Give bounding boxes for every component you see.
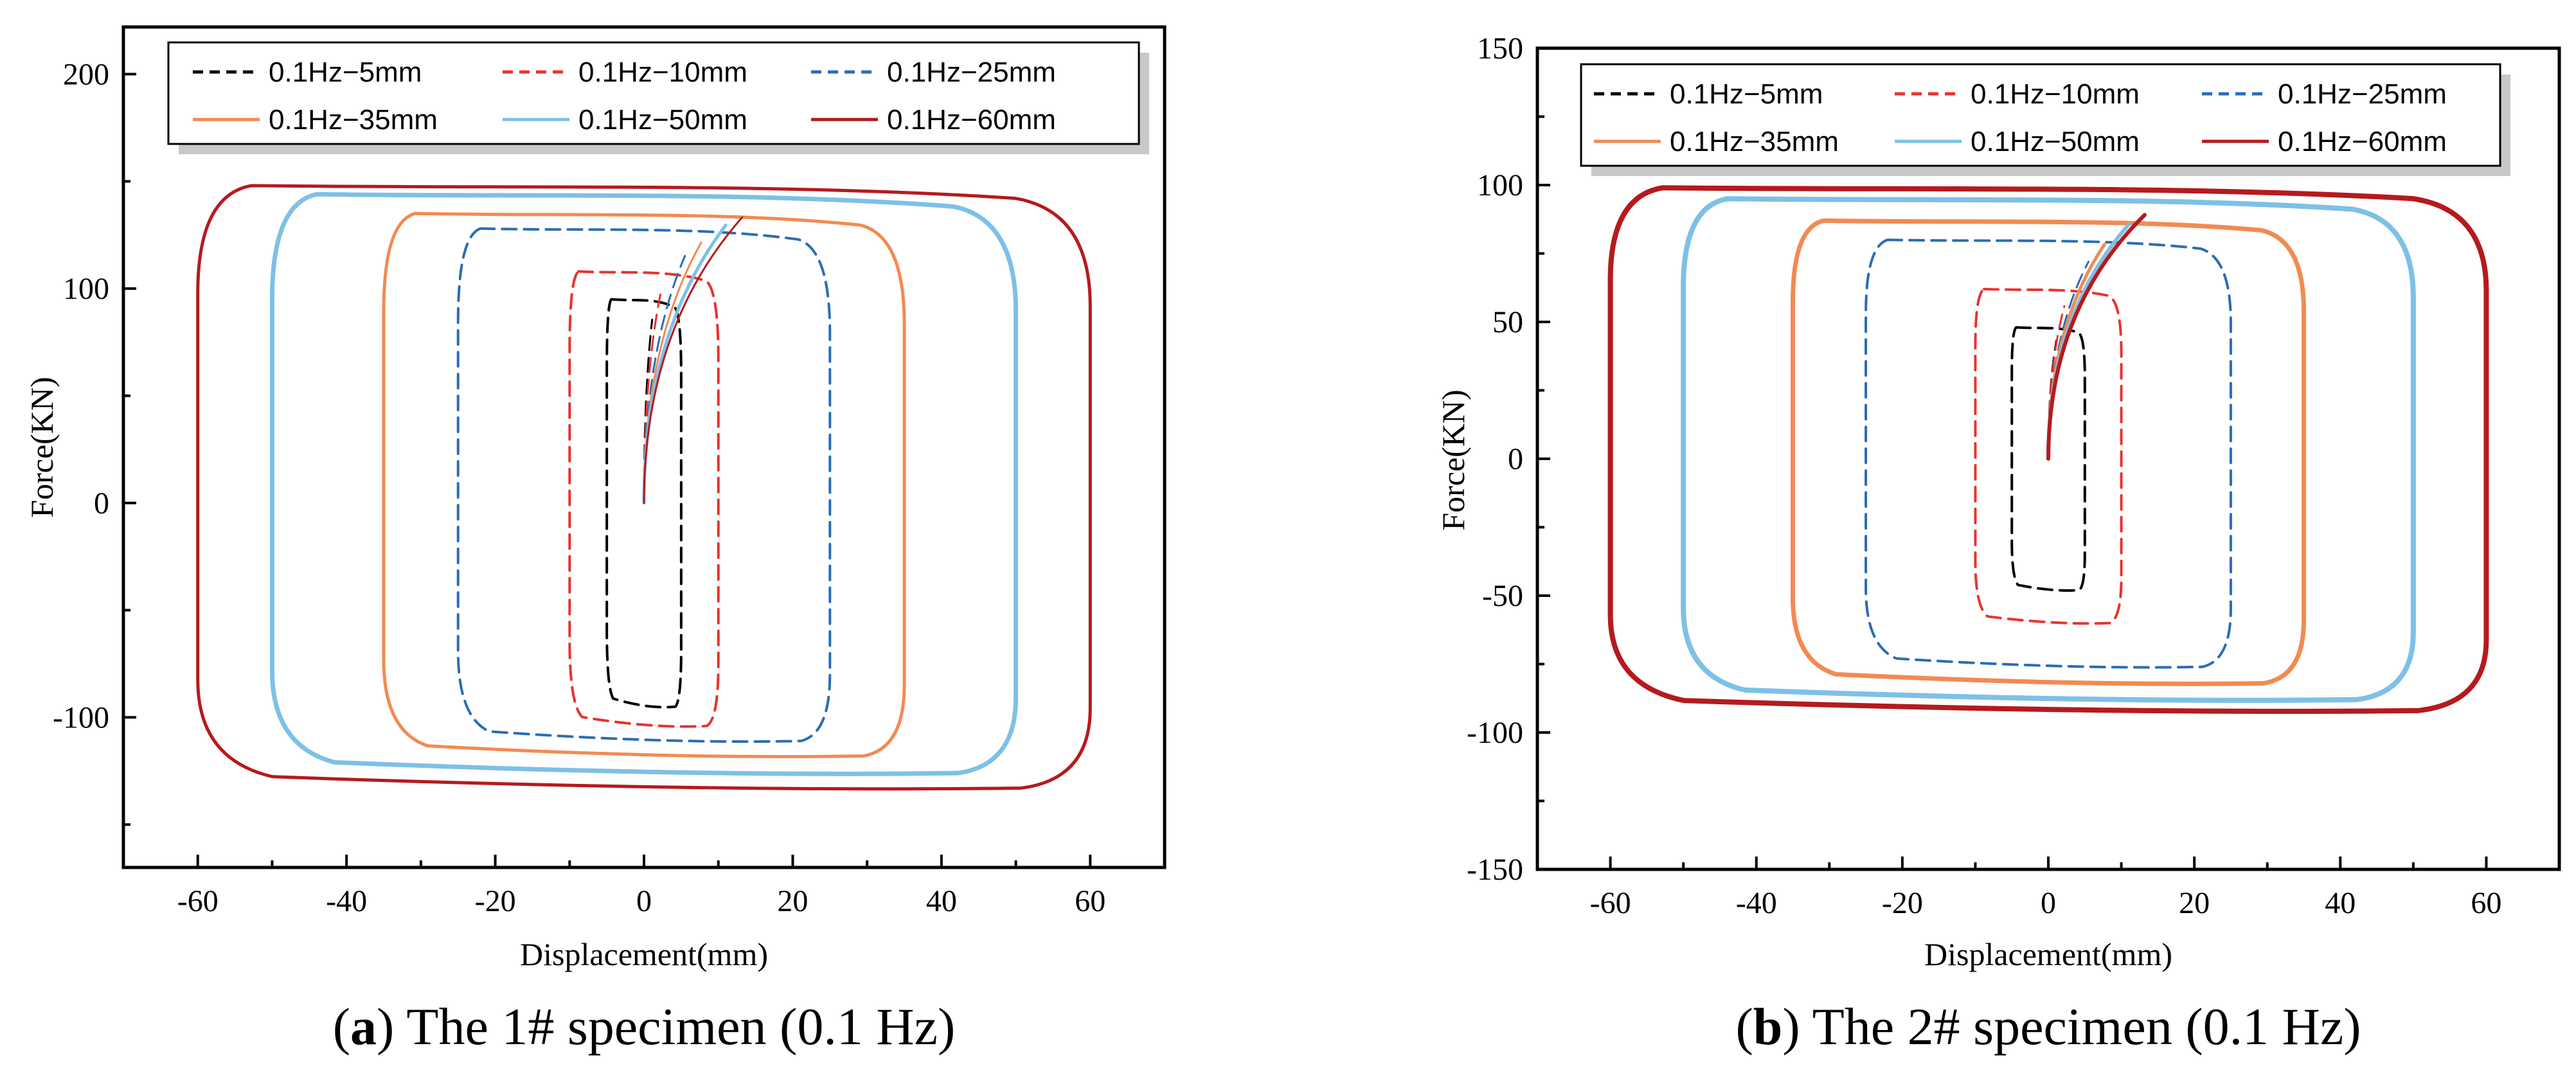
x-tick-label-a: 20 bbox=[777, 884, 808, 918]
series-initial-branch-b bbox=[2046, 213, 2147, 461]
caption-letter-a: a bbox=[350, 997, 377, 1056]
series-loop-b bbox=[1974, 287, 2123, 625]
y-tick-label-b: -100 bbox=[1467, 716, 1523, 750]
legend-label-b: 0.1Hz−25mm bbox=[2278, 78, 2447, 110]
legend-label-b: 0.1Hz−50mm bbox=[1971, 126, 2140, 157]
legend-box-a bbox=[167, 41, 1140, 145]
legend-label-a: 0.1Hz−50mm bbox=[578, 104, 747, 136]
y-tick-label-b: -50 bbox=[1482, 579, 1523, 613]
legend-label-b: 0.1Hz−5mm bbox=[1670, 78, 1823, 110]
y-tick-label-b: 150 bbox=[1477, 31, 1523, 66]
series-initial-branch-a bbox=[643, 254, 686, 504]
series-loop-b bbox=[1681, 196, 2416, 703]
legend-label-a: 0.1Hz−60mm bbox=[887, 104, 1056, 136]
x-tick-label-a: 60 bbox=[1075, 884, 1105, 918]
legend-label-b: 0.1Hz−60mm bbox=[2278, 126, 2447, 157]
x-tick-label-b: 60 bbox=[2471, 886, 2501, 920]
caption-a: (a) The 1# specimen (0.1 Hz) bbox=[333, 997, 956, 1056]
x-tick-label-a: -20 bbox=[475, 884, 516, 918]
x-tick-label-b: -60 bbox=[1590, 886, 1631, 920]
y-tick-label-b: 50 bbox=[1492, 305, 1523, 339]
x-tick-label-b: -20 bbox=[1882, 886, 1923, 920]
series-loop-b bbox=[1607, 185, 2489, 714]
y-axis-title-a: Force(KN) bbox=[24, 377, 60, 517]
y-tick-label-a: 100 bbox=[63, 272, 109, 306]
legend-a: 0.1Hz−5mm 0.1Hz−10mm 0.1Hz−25mm 0.1Hz−35mm 0… bbox=[167, 41, 1149, 154]
series-initial-branch-a bbox=[643, 216, 744, 504]
caption-letter-b: b bbox=[1753, 997, 1783, 1056]
caption-text-b: ) The 2# specimen (0.1 Hz) bbox=[1782, 997, 2361, 1056]
caption-b: (b) The 2# specimen (0.1 Hz) bbox=[1735, 997, 2361, 1056]
series-loop-a bbox=[269, 191, 1019, 776]
legend-label-a: 0.1Hz−10mm bbox=[578, 57, 747, 88]
y-tick-label-a: 0 bbox=[94, 486, 109, 520]
series-loop-a bbox=[456, 227, 832, 743]
y-tick-label-b: 100 bbox=[1477, 168, 1523, 202]
legend-label-b: 0.1Hz−10mm bbox=[1971, 78, 2140, 110]
y-tick-label-a: -100 bbox=[53, 700, 109, 734]
series-loop-a bbox=[196, 184, 1092, 791]
x-tick-label-b: -40 bbox=[1736, 886, 1777, 920]
series-loop-a bbox=[605, 298, 683, 709]
y-tick-label-b: -150 bbox=[1467, 853, 1523, 887]
series-loop-b bbox=[2010, 326, 2086, 592]
legend-label-a: 0.1Hz−35mm bbox=[269, 104, 438, 136]
series-loop-b bbox=[1791, 218, 2306, 686]
x-tick-label-a: 0 bbox=[636, 884, 652, 918]
legend-label-b: 0.1Hz−35mm bbox=[1670, 126, 1839, 157]
x-tick-label-a: 40 bbox=[926, 884, 957, 918]
x-tick-label-b: 0 bbox=[2041, 886, 2056, 920]
chart-panel-b: -60 -40 -20 0 20 40 60 -150 -100 -50 0 50 100 150 Dis… bbox=[1435, 31, 2561, 1056]
chart-panel-a: -60 -40 -20 0 20 40 60 -100 0 100 200 Displacement… bbox=[24, 25, 1167, 1056]
legend-b: 0.1Hz−5mm 0.1Hz−10mm 0.1Hz−25mm 0.1Hz−35mm 0… bbox=[1580, 63, 2510, 176]
x-axis-title-b: Displacement(mm) bbox=[1924, 936, 2172, 972]
legend-label-a: 0.1Hz−25mm bbox=[887, 57, 1056, 88]
legend-box-b bbox=[1580, 63, 2501, 167]
x-tick-label-a: -60 bbox=[177, 884, 219, 918]
caption-text-a: ) The 1# specimen (0.1 Hz) bbox=[377, 997, 955, 1056]
x-axis-title-a: Displacement(mm) bbox=[520, 936, 768, 972]
legend-label-a: 0.1Hz−5mm bbox=[269, 57, 422, 88]
x-tick-label-a: -40 bbox=[326, 884, 367, 918]
x-tick-label-b: 40 bbox=[2325, 886, 2356, 920]
y-axis-title-b: Force(KN) bbox=[1435, 389, 1471, 530]
x-tick-label-b: 20 bbox=[2179, 886, 2210, 920]
y-tick-label-b: 0 bbox=[1508, 442, 1523, 476]
y-tick-label-a: 200 bbox=[63, 57, 109, 91]
